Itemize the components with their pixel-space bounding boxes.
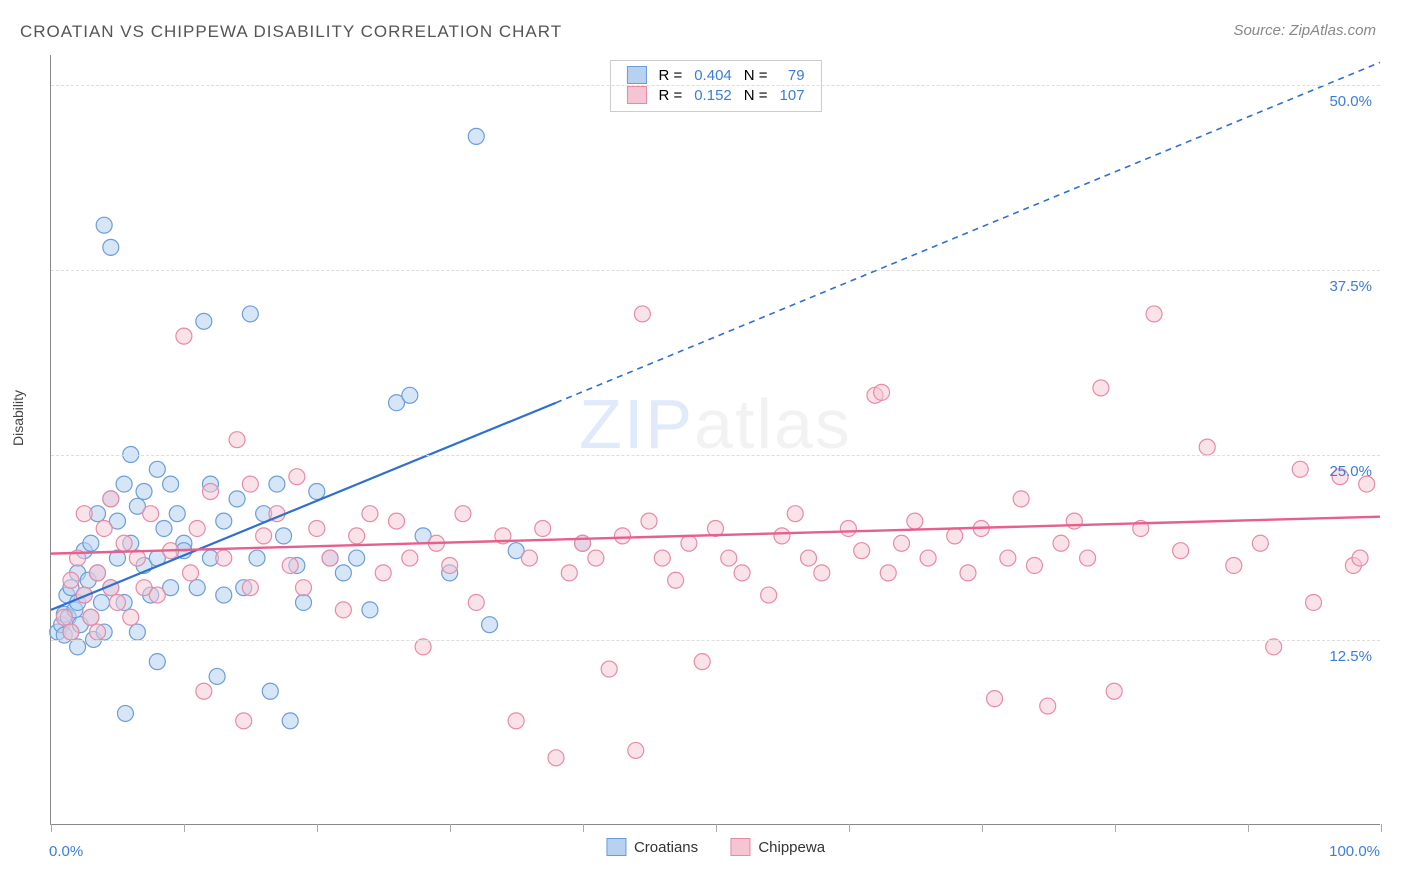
swatch-croatians-icon [626,66,646,84]
y-tick-label: 12.5% [1312,648,1372,665]
legend-label-croatians: Croatians [634,839,698,856]
x-tick [982,824,983,832]
swatch-chippewa-icon [730,838,750,856]
gridline [51,640,1380,641]
r-value-croatians: 0.404 [688,65,738,85]
swatch-chippewa-icon [626,86,646,104]
x-tick [51,824,52,832]
r-label: R = [652,85,688,105]
legend-correlation: R = 0.404 N = 79 R = 0.152 N = 107 [609,60,821,112]
x-tick [849,824,850,832]
y-tick-label: 25.0% [1312,463,1372,480]
r-value-chippewa: 0.152 [688,85,738,105]
n-label: N = [738,65,774,85]
x-max-label: 100.0% [1329,843,1380,860]
n-value-chippewa: 107 [774,85,811,105]
x-min-label: 0.0% [49,843,83,860]
x-tick [184,824,185,832]
legend-series: Croatians Chippewa [592,838,839,860]
n-value-croatians: 79 [774,65,811,85]
plot-area: ZIPatlas R = 0.404 N = 79 R = 0.152 N = … [50,55,1380,825]
gridline [51,270,1380,271]
legend-label-chippewa: Chippewa [758,839,825,856]
chart-title: CROATIAN VS CHIPPEWA DISABILITY CORRELAT… [20,22,562,42]
scatter-plot-svg [51,55,1380,824]
gridline [51,85,1380,86]
n-label: N = [738,85,774,105]
x-tick [450,824,451,832]
chart-container: CROATIAN VS CHIPPEWA DISABILITY CORRELAT… [0,0,1406,892]
gridline [51,455,1380,456]
x-tick [317,824,318,832]
y-axis-label: Disability [10,390,26,446]
x-tick [583,824,584,832]
x-tick [1381,824,1382,832]
x-tick [716,824,717,832]
y-tick-label: 37.5% [1312,278,1372,295]
x-tick [1248,824,1249,832]
chart-source: Source: ZipAtlas.com [1233,22,1376,39]
y-tick-label: 50.0% [1312,93,1372,110]
x-tick [1115,824,1116,832]
r-label: R = [652,65,688,85]
swatch-croatians-icon [606,838,626,856]
